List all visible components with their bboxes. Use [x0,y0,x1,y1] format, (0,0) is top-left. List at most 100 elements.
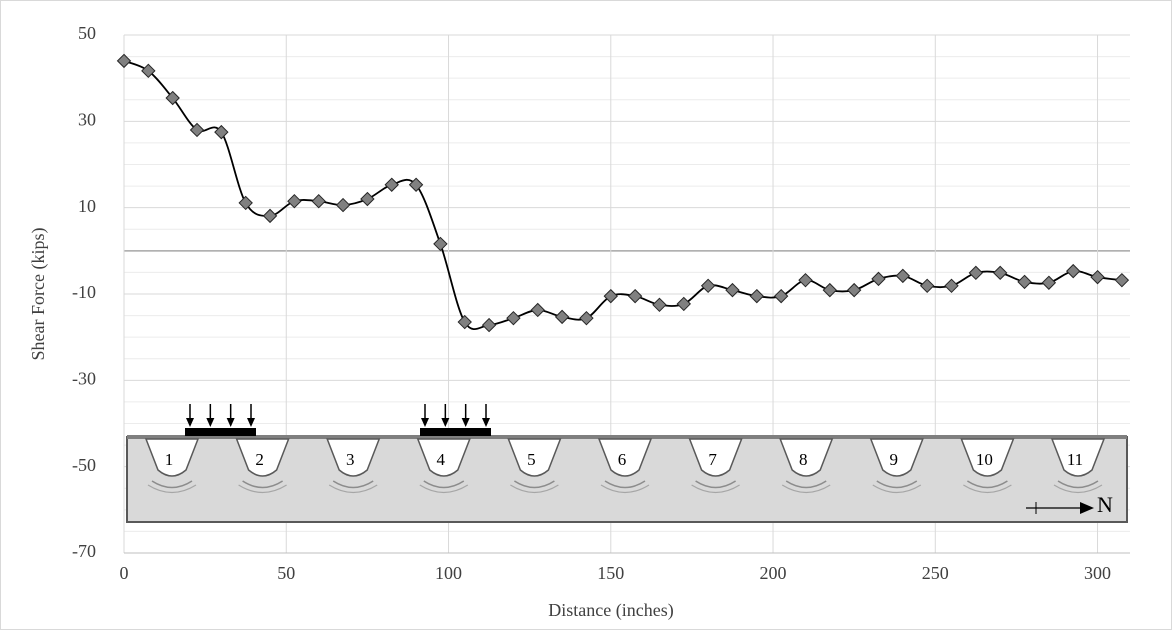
marker [749,288,765,304]
marker [1066,263,1081,279]
load-arrowhead [421,418,429,427]
y-axis-label: Shear Force (kips) [28,228,49,361]
slot [507,438,562,477]
slot-arc [238,484,287,494]
slot-arc [1057,480,1099,489]
load-arrowhead [247,418,255,427]
x-tick-label: 200 [760,563,787,583]
x-tick-label: 100 [435,563,462,583]
load-arrowhead [206,418,215,427]
marker [238,195,253,211]
slot-label: 11 [1067,450,1083,469]
slot [144,438,200,477]
marker [822,282,838,298]
marker [141,63,156,79]
slot-arc [328,484,378,494]
marker [676,296,691,312]
slot-arc [600,484,650,494]
slot [1050,438,1106,477]
load-arrowhead [186,418,194,427]
x-tick-label: 250 [922,563,949,583]
slot-label: 6 [618,450,627,469]
marker [214,124,229,140]
slot-label: 4 [437,450,446,469]
y-tick-label: -50 [72,455,96,475]
load-arrowhead [226,418,235,427]
marker [1090,269,1105,285]
slot-arc [604,480,646,489]
marker [287,193,302,209]
marker [944,278,959,294]
slot [416,438,471,477]
slot-label: 9 [890,450,899,469]
marker [773,288,789,304]
y-tick-label: -30 [72,368,96,388]
slot-label: 8 [799,450,808,469]
load-arrowhead [441,418,450,427]
slot-arc [781,484,831,494]
marker [530,302,545,318]
x-tick-label: 150 [597,563,624,583]
slot-arc [242,480,284,489]
marker [846,282,862,298]
slot-arc [423,480,465,489]
slot-label: 7 [708,450,717,469]
marker [992,265,1008,281]
slot-arc [147,484,197,494]
slot-arc [691,484,740,494]
marker [871,271,886,287]
slot-label: 5 [527,450,536,469]
marker [189,122,205,138]
load-pad [185,428,256,436]
marker [968,265,984,281]
slot-arc [151,480,193,489]
slot-label: 2 [255,450,264,469]
load-pad [420,428,491,436]
slot [869,438,924,477]
marker [919,278,935,294]
marker [457,314,472,330]
marker [554,309,570,325]
y-tick-label: -70 [72,541,96,561]
north-arrowhead [1080,502,1094,514]
marker [798,272,813,288]
marker [627,288,643,304]
marker [700,278,716,294]
slot-arc [332,480,374,489]
slot-label: 10 [976,450,993,469]
north-label: N [1097,492,1113,517]
marker [579,310,594,326]
slot-arc [872,484,922,494]
slot-arc [695,480,737,489]
marker [1114,272,1130,288]
x-tick-label: 300 [1084,563,1111,583]
load-arrowhead [461,418,470,427]
slot-arc [510,484,559,494]
slot [326,438,381,477]
slot-arc [419,484,469,494]
slot [235,438,290,477]
marker [408,177,424,192]
slot [597,438,653,477]
slot [779,438,834,477]
marker [506,310,521,326]
marker [384,177,399,192]
slot-arc [785,480,827,489]
x-axis-label: Distance (inches) [548,600,673,621]
marker [165,90,180,106]
y-tick-label: 50 [78,23,96,43]
marker [1017,274,1032,290]
slot-arc [966,480,1008,489]
slot-arc [876,480,918,489]
marker [652,297,667,312]
marker [335,197,351,213]
x-tick-label: 50 [277,563,295,583]
series-line [123,60,1123,331]
slot [688,438,743,477]
marker [311,193,326,209]
marker [116,53,132,69]
slot-label: 3 [346,450,355,469]
marker [360,191,375,207]
slot-arc [963,484,1012,494]
